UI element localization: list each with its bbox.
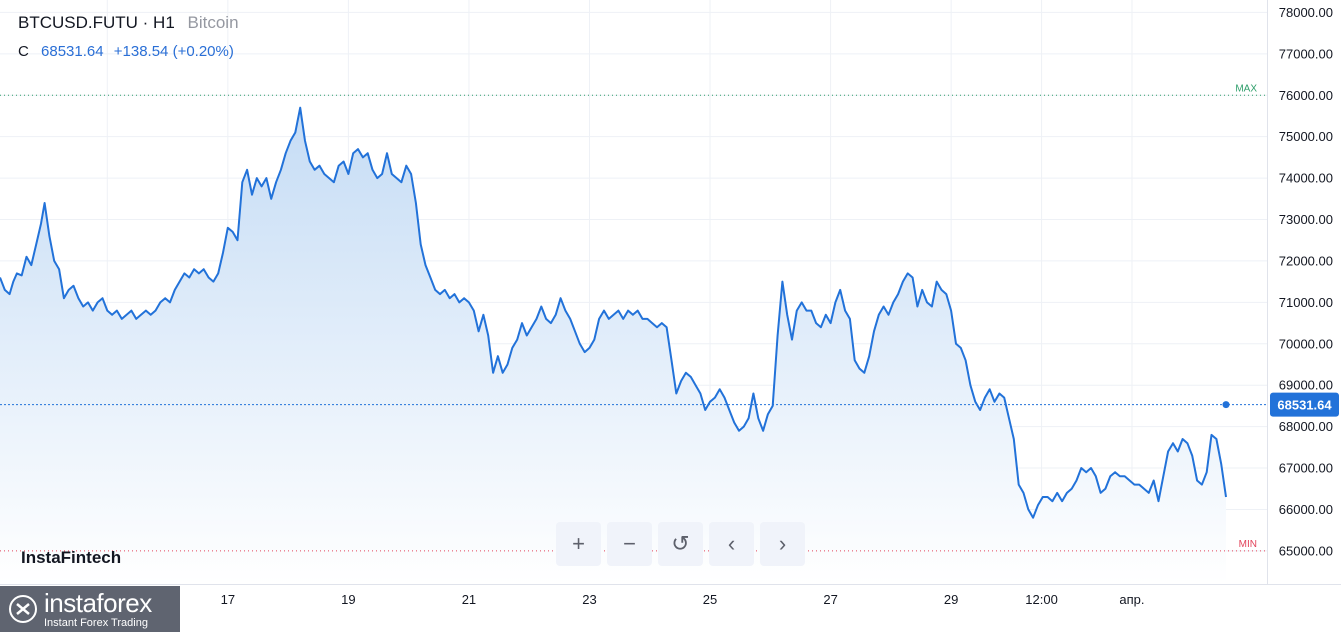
- symbol-label[interactable]: BTCUSD.FUTU · H1: [18, 13, 175, 32]
- reference-lines: MAX MIN: [0, 83, 1267, 552]
- x-tick-label: 29: [944, 592, 958, 607]
- y-tick-label: 73000.00: [1279, 212, 1333, 227]
- reset-button[interactable]: ↺: [658, 522, 703, 566]
- y-tick-label: 72000.00: [1279, 253, 1333, 268]
- close-value: 68531.64: [41, 43, 104, 60]
- y-tick-label: 70000.00: [1279, 336, 1333, 351]
- instaforex-logo-icon: [9, 595, 37, 623]
- axes: 78000.00 77000.00 76000.00 75000.00 74000.00…: [0, 0, 1341, 607]
- x-tick-label: 23: [582, 592, 596, 607]
- min-label: MIN: [1239, 539, 1257, 550]
- y-tick-label: 69000.00: [1279, 378, 1333, 393]
- price-area: [0, 107, 1226, 584]
- y-tick-label: 76000.00: [1279, 88, 1333, 103]
- watermark-name: instaforex: [44, 587, 152, 618]
- y-tick-label: 65000.00: [1279, 543, 1333, 558]
- y-tick-label: 78000.00: [1279, 5, 1333, 20]
- chart-navigation: + − ↺ ‹ ›: [556, 522, 805, 566]
- plus-icon: +: [572, 531, 585, 556]
- y-tick-label: 75000.00: [1279, 129, 1333, 144]
- y-tick-label: 74000.00: [1279, 171, 1333, 186]
- close-label: C: [18, 43, 29, 60]
- y-tick-label: 68000.00: [1279, 419, 1333, 434]
- instaforex-watermark[interactable]: instaforex Instant Forex Trading: [0, 586, 180, 632]
- area-fill: [0, 107, 1226, 584]
- last-price-label: 68531.64: [1277, 398, 1332, 413]
- zoom-in-button[interactable]: +: [556, 522, 601, 566]
- ohlc-row: C 68531.64 +138.54 (+0.20%): [18, 42, 239, 62]
- zoom-out-button[interactable]: −: [607, 522, 652, 566]
- x-tick-label: апр.: [1119, 592, 1144, 607]
- symbol-description: Bitcoin: [187, 13, 239, 32]
- y-tick-label: 67000.00: [1279, 461, 1333, 476]
- change-value: +138.54 (+0.20%): [113, 43, 234, 60]
- y-tick-label: 66000.00: [1279, 502, 1333, 517]
- x-tick-label: 17: [221, 592, 235, 607]
- scroll-left-button[interactable]: ‹: [709, 522, 754, 566]
- reset-icon: ↺: [671, 531, 690, 556]
- chevron-left-icon: ‹: [727, 531, 736, 556]
- minus-icon: −: [623, 531, 636, 556]
- y-tick-label: 77000.00: [1279, 46, 1333, 61]
- x-tick-label: 21: [462, 592, 476, 607]
- x-tick-label: 25: [703, 592, 717, 607]
- series-line: [0, 106, 1227, 519]
- y-tick-label: 71000.00: [1279, 295, 1333, 310]
- chart-header: BTCUSD.FUTU · H1 Bitcoin C 68531.64 +138…: [18, 12, 239, 62]
- x-tick-label: 27: [823, 592, 837, 607]
- max-label: MAX: [1235, 83, 1257, 94]
- watermark-subtitle: Instant Forex Trading: [44, 616, 148, 629]
- last-price-badge: [1270, 392, 1339, 417]
- scroll-right-button[interactable]: ›: [760, 522, 805, 566]
- chevron-right-icon: ›: [778, 531, 787, 556]
- x-tick-label: 19: [341, 592, 355, 607]
- brand-label: InstaFintech: [21, 548, 122, 567]
- x-tick-label: 12:00: [1025, 592, 1058, 607]
